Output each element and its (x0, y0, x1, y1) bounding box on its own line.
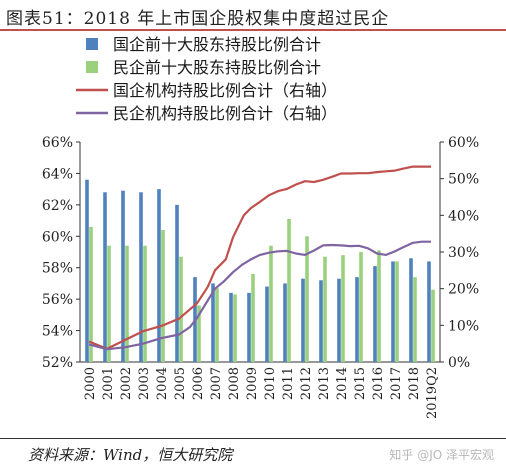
pe-top10-bars (89, 219, 435, 362)
pe-bar (269, 245, 273, 362)
right-tick-label: 20% (448, 282, 479, 298)
soe-bar (373, 266, 377, 362)
left-tick-label: 56% (42, 292, 73, 308)
x-tick-label: 2001 (101, 367, 116, 400)
soe-bar (355, 277, 359, 362)
pe-bar (431, 289, 435, 362)
x-tick-label: 2013 (317, 367, 332, 400)
soe-bar (121, 190, 125, 362)
right-tick-label: 50% (448, 172, 479, 188)
x-tick-label: 2008 (227, 367, 242, 400)
chart: 52% 54% 56% 58% 60% 62% 64% 66% 0% 10% 20% 30% 40% 5… (42, 35, 479, 419)
x-tick-label: 2000 (83, 367, 98, 400)
pe-bar (413, 277, 417, 362)
soe-bar (301, 278, 305, 362)
soe-bar (247, 292, 251, 362)
legend-label: 民企前十大股东持股比例合计 (113, 58, 321, 77)
x-tick-label: 2012 (299, 367, 314, 400)
pe-bar (251, 274, 255, 362)
x-tick-label: 2019Q2 (425, 367, 440, 419)
left-tick-label: 64% (42, 166, 73, 182)
soe-bar (283, 283, 287, 362)
x-tick-label: 2007 (209, 367, 224, 400)
legend: 国企前十大股东持股比例合计民企前十大股东持股比例合计国企机构持股比例合计（右轴）… (76, 35, 337, 123)
pe-bar (179, 256, 183, 362)
x-tick-label: 2016 (371, 367, 386, 400)
soe-bar (139, 192, 143, 362)
soe-top10-bars (85, 179, 431, 362)
x-tick-label: 2005 (173, 367, 188, 400)
left-tick-label: 58% (42, 261, 73, 277)
x-tick-label: 2002 (119, 367, 134, 400)
footer-rule (0, 438, 506, 439)
x-tick-label: 2009 (245, 367, 260, 400)
figure-title: 图表51：2018 年上市国企股权集中度超过民企 (6, 9, 390, 29)
soe-bar (157, 189, 161, 362)
legend-swatch (86, 38, 98, 50)
pe-bar (233, 294, 237, 362)
x-tick-label: 2011 (281, 367, 296, 400)
pe-bar (377, 250, 381, 362)
pe-bar (305, 236, 309, 362)
soe-bar (85, 179, 89, 362)
x-tick-label: 2006 (191, 367, 206, 400)
x-tick-label: 2010 (263, 367, 278, 400)
pe-bar (197, 305, 201, 362)
pe-bar (215, 288, 219, 362)
pe-institution-line (88, 240, 431, 351)
pe-bar (395, 261, 399, 362)
soe-bar (337, 278, 341, 362)
soe-bar (391, 261, 395, 362)
left-tick-label: 54% (42, 324, 73, 340)
x-tick-label: 2004 (155, 367, 170, 400)
soe-bar (211, 283, 215, 362)
x-tick-label: 2014 (335, 367, 350, 400)
legend-label: 国企前十大股东持股比例合计 (113, 35, 321, 54)
watermark: 知乎 @JO 泽平宏观 (389, 448, 494, 462)
soe-bar (427, 261, 431, 362)
soe-bar (175, 204, 179, 362)
soe-bar (229, 292, 233, 362)
x-tick-label: 2017 (389, 367, 404, 400)
pe-bar (143, 245, 147, 362)
right-tick-label: 10% (448, 318, 479, 334)
soe-bar (319, 280, 323, 362)
pe-bar (161, 230, 165, 362)
left-tick-label: 52% (42, 355, 73, 371)
legend-label: 民企机构持股比例合计（右轴） (113, 104, 337, 123)
x-tick-label: 2015 (353, 367, 368, 400)
left-axis-ticks: 52% 54% 56% 58% 60% 62% 64% 66% (42, 135, 80, 371)
soe-institution-line (88, 165, 431, 350)
legend-swatch (86, 61, 98, 73)
soe-bar (103, 192, 107, 362)
left-tick-label: 62% (42, 198, 73, 214)
right-axis-ticks: 0% 10% 20% 30% 40% 50% 60% (440, 135, 479, 371)
pe-bar (341, 255, 345, 362)
pe-bar (359, 252, 363, 362)
left-tick-label: 60% (42, 229, 73, 245)
right-tick-label: 0% (448, 355, 470, 371)
right-tick-label: 40% (448, 208, 479, 224)
pe-bar (323, 256, 327, 362)
x-axis-ticks: 2000 2001 2002 2003 2004 2005 2006 2007 2008 2009… (83, 367, 440, 419)
pe-bar (125, 245, 129, 362)
legend-label: 国企机构持股比例合计（右轴） (113, 81, 337, 100)
x-tick-label: 2003 (137, 367, 152, 400)
source-note: 资料来源：Wind，恒大研究院 (28, 446, 233, 464)
right-tick-label: 30% (448, 245, 479, 261)
soe-bar (265, 286, 269, 362)
pe-bar (89, 226, 93, 362)
pe-bar (287, 219, 291, 362)
right-tick-label: 60% (448, 135, 479, 151)
pe-bar (107, 245, 111, 362)
soe-bar (409, 258, 413, 362)
x-tick-label: 2018 (407, 367, 422, 400)
title-rule (0, 29, 506, 31)
left-tick-label: 66% (42, 135, 73, 151)
institution-lines (88, 165, 431, 351)
